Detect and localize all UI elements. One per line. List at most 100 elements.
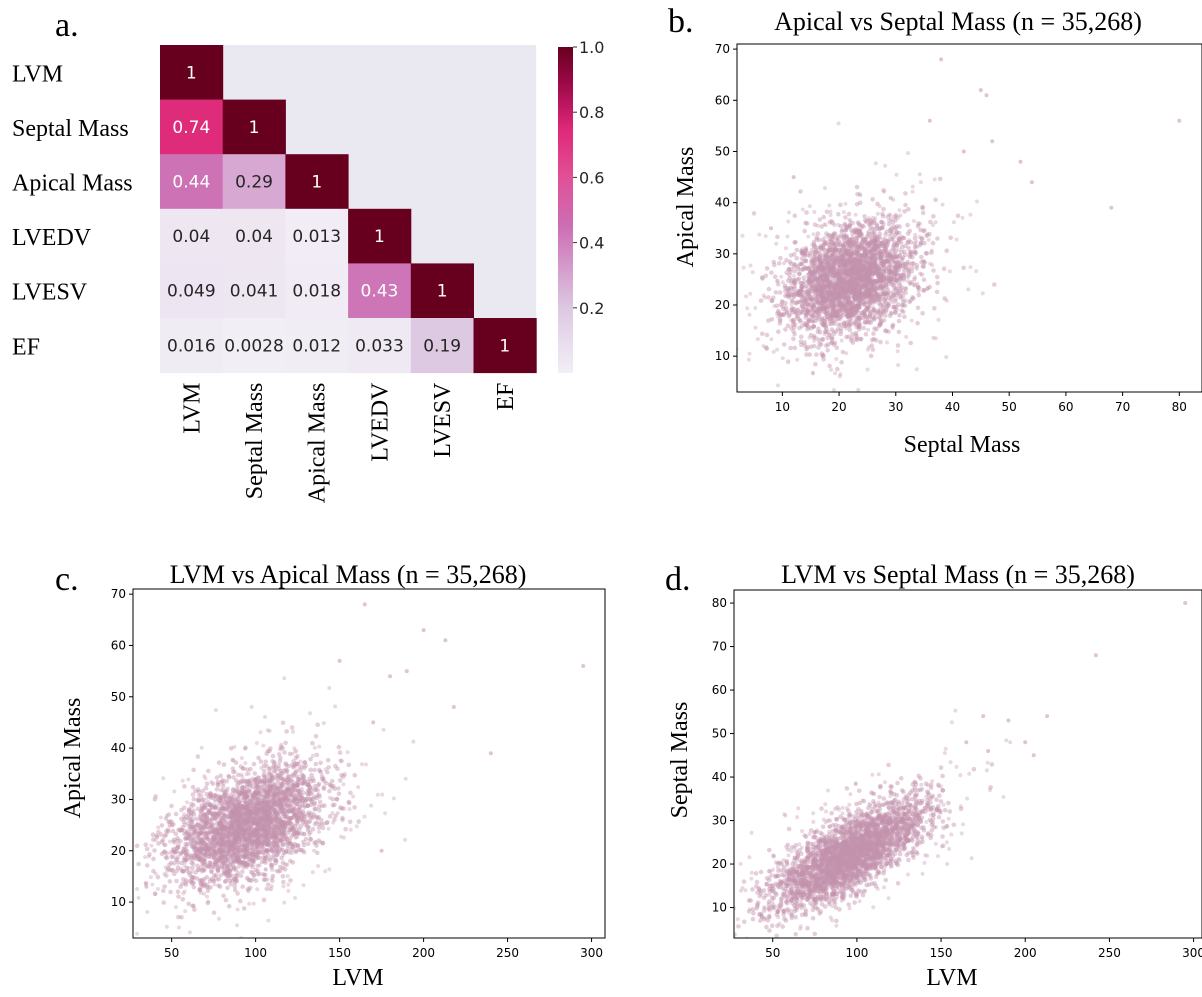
scatter-point [871, 239, 876, 244]
scatter-point [819, 317, 825, 323]
scatter-point [898, 275, 903, 281]
scatter-point [763, 234, 768, 239]
scatter-point [836, 269, 841, 274]
scatter-point [879, 285, 885, 291]
scatter-point [841, 323, 847, 329]
scatter-point [321, 785, 327, 790]
scatter-point [840, 302, 845, 308]
scatter-point [873, 161, 878, 166]
scatter-point [842, 241, 847, 246]
scatter-point [161, 888, 166, 894]
scatter-point [847, 312, 852, 318]
scatter-point [803, 301, 808, 307]
scatter-point [881, 221, 886, 227]
scatter-point [812, 252, 817, 257]
scatter-point [830, 266, 835, 272]
scatter-point [822, 332, 827, 337]
scatter-point [894, 172, 899, 177]
scatter-point [869, 284, 874, 289]
scatter-point [857, 259, 862, 265]
scatter-point [827, 220, 833, 225]
scatter-point [313, 807, 318, 812]
scatter-point [876, 227, 881, 232]
scatter-point [216, 760, 222, 765]
scatter-point [827, 203, 832, 208]
scatter-point [851, 254, 857, 260]
scatter-point [894, 272, 899, 277]
heatmap-cell-label: 1 [186, 63, 197, 83]
scatter-point [787, 312, 792, 317]
scatter-point [786, 292, 790, 297]
scatter-point [822, 283, 827, 289]
scatter-point [757, 232, 762, 237]
scatter-point [903, 290, 908, 296]
scatter-point [885, 291, 890, 296]
scatter-point [857, 246, 863, 252]
scatter-point [850, 271, 855, 277]
scatter-point [858, 296, 864, 302]
scatter-point [240, 869, 245, 874]
scatter-point [840, 281, 846, 287]
scatter-point [853, 277, 858, 282]
scatter-point [791, 319, 796, 325]
scatter-point [343, 826, 349, 832]
scatter-point [860, 267, 866, 273]
scatter-point [890, 276, 895, 281]
scatter-point [819, 286, 824, 291]
panel-letter-c: c. [55, 561, 79, 598]
scatter-point [843, 247, 848, 253]
scatter-point [839, 256, 845, 261]
scatter-point [802, 258, 807, 264]
scatter-point [848, 282, 854, 288]
scatter-point [861, 273, 866, 279]
scatter-point [835, 234, 841, 240]
scatter-point [861, 276, 867, 281]
scatter-point [854, 282, 859, 287]
scatter-point [813, 247, 819, 253]
scatter-point [840, 260, 846, 266]
scatter-point [805, 345, 810, 350]
scatter-point [853, 283, 859, 289]
scatter-point [902, 314, 907, 320]
scatter-point [805, 307, 811, 313]
scatter-point [807, 274, 813, 280]
scatter-point [858, 256, 863, 262]
scatter-point [144, 846, 150, 852]
scatter-point [823, 239, 828, 245]
scatter-point [791, 280, 797, 286]
scatter-point [831, 244, 836, 250]
scatter-point [837, 241, 843, 247]
scatter-point [838, 259, 844, 264]
scatter-point [872, 317, 877, 322]
scatter-point [826, 304, 832, 310]
scatter-point [856, 221, 862, 227]
scatter-point [871, 305, 875, 310]
scatter-point [896, 235, 901, 241]
scatter-point [850, 268, 855, 274]
scatter-point [968, 212, 973, 217]
scatter-point [898, 213, 903, 218]
scatter-point [859, 292, 865, 298]
scatter-point [814, 336, 819, 341]
scatter-point [980, 291, 985, 296]
heatmap-cell-label: 0.018 [292, 282, 341, 302]
scatter-point [841, 294, 846, 300]
scatter-point [843, 289, 848, 294]
scatter-point [721, 319, 725, 323]
scatter-point [870, 230, 875, 235]
scatter-point [792, 268, 798, 274]
scatter-point [866, 292, 872, 297]
scatter-point [861, 263, 866, 269]
scatter-point [836, 293, 841, 298]
scatter-point [875, 292, 881, 298]
heatmap-col-label: LVESV [430, 382, 456, 458]
scatter-point [780, 304, 785, 309]
scatter-point [914, 262, 920, 268]
scatter-point [891, 243, 896, 249]
scatter-point [820, 273, 825, 278]
scatter-point [874, 292, 879, 297]
scatter-point [841, 243, 846, 249]
scatter-point [805, 319, 811, 325]
scatter-point [838, 233, 843, 238]
scatter-point [798, 189, 803, 194]
